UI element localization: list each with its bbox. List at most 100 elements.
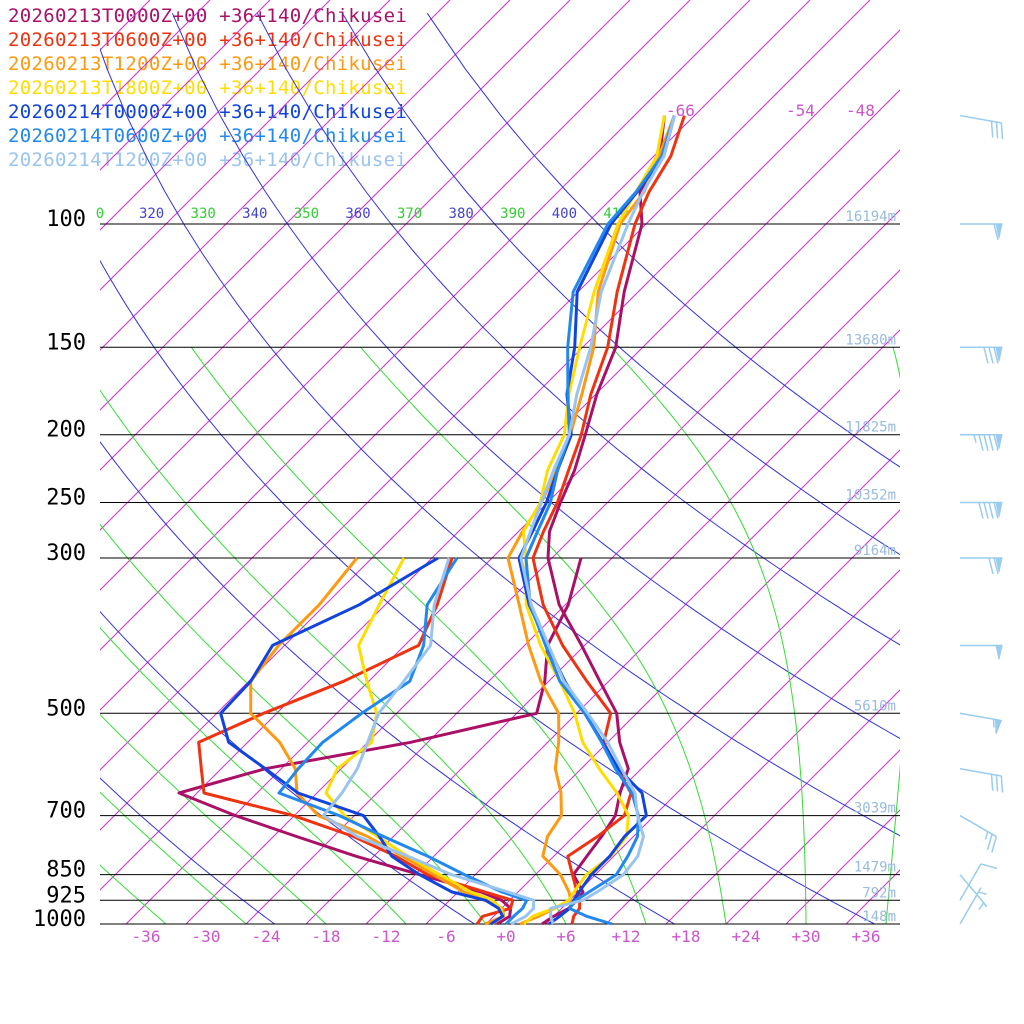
pressure-tick-label: 250 bbox=[46, 486, 86, 511]
dry-adiabat-line bbox=[100, 259, 876, 924]
wind-barb-flag bbox=[993, 557, 999, 575]
height-label: 16194m bbox=[845, 209, 896, 225]
wind-barb-flag bbox=[978, 434, 984, 451]
temperature-tick-label: -30 bbox=[192, 927, 221, 946]
temperature-tick-label: +6 bbox=[556, 927, 575, 946]
wind-barb-staff bbox=[959, 114, 1002, 124]
wind-barb-half-flag bbox=[973, 434, 977, 443]
wind-barb-pennant bbox=[995, 502, 1003, 517]
height-label: 792m bbox=[862, 885, 896, 901]
legend-entry: 20260214T0000Z+00 +36+140/Chikusei bbox=[8, 101, 408, 123]
moist-adiabat-line bbox=[100, 627, 407, 924]
pressure-tick-label: 150 bbox=[46, 330, 86, 355]
height-label: 3039m bbox=[854, 801, 896, 817]
wind-barb-flag bbox=[1000, 122, 1004, 140]
wind-barb-flag bbox=[995, 121, 999, 139]
wind-barb-staff bbox=[959, 814, 997, 838]
theta-label: 400 bbox=[552, 206, 577, 222]
isotherm-line bbox=[245, 269, 900, 924]
wind-barb bbox=[959, 712, 1003, 734]
theta-label: 330 bbox=[191, 206, 216, 222]
theta-label: 350 bbox=[294, 206, 319, 222]
dry-adiabat-line bbox=[256, 13, 900, 646]
isotherm-line bbox=[100, 0, 511, 411]
legend-entry: 20260214T1200Z+00 +36+140/Chikusei bbox=[8, 149, 408, 171]
moist-adiabat-line bbox=[100, 713, 327, 924]
wind-barb-half-flag bbox=[984, 831, 989, 840]
theta-label: 0 bbox=[96, 206, 104, 222]
height-label: 9164m bbox=[854, 543, 896, 559]
wind-barb-flag bbox=[988, 434, 994, 451]
wind-barb-flag bbox=[1000, 775, 1004, 793]
wind-barb-flag bbox=[983, 347, 989, 364]
pressure-tick-label: 850 bbox=[46, 858, 86, 883]
wind-barb-staff bbox=[959, 863, 982, 901]
pressure-tick-label: 500 bbox=[46, 696, 86, 721]
wind-barb bbox=[960, 433, 1003, 451]
wind-barb bbox=[959, 114, 1004, 140]
isotherm-line bbox=[100, 0, 271, 171]
wind-barb-flag bbox=[990, 121, 994, 138]
temperature-tick-label: +30 bbox=[792, 927, 821, 946]
temperature-tick-label: -12 bbox=[372, 927, 401, 946]
pressure-tick-label: 100 bbox=[46, 207, 86, 232]
moist-adiabat-line bbox=[190, 347, 647, 924]
moist-adiabat-line bbox=[100, 791, 247, 924]
wind-barb-staff bbox=[959, 712, 1002, 722]
dewpoint-profile-line bbox=[321, 557, 536, 926]
isotherm-line bbox=[125, 149, 900, 924]
wind-barb-flag bbox=[988, 347, 994, 364]
temperature-profile-line bbox=[524, 115, 676, 926]
temperature-profile-line bbox=[506, 115, 676, 926]
wind-barb-flag bbox=[978, 502, 984, 519]
pressure-tick-label: 300 bbox=[46, 541, 86, 566]
height-label: 148m bbox=[862, 909, 896, 925]
theta-label: 390 bbox=[500, 206, 525, 222]
wind-barb-flag bbox=[993, 347, 999, 364]
theta-label: 380 bbox=[449, 206, 474, 222]
height-label: 13680m bbox=[845, 332, 896, 348]
pressure-tick-label: 700 bbox=[46, 799, 86, 824]
pressure-tick-label: 200 bbox=[46, 418, 86, 443]
wind-barb-flag bbox=[991, 836, 998, 853]
isotherm-line bbox=[100, 0, 871, 771]
wind-barb-flag bbox=[995, 775, 999, 792]
pressure-tick-label: 925 bbox=[46, 883, 86, 908]
wind-barb-pennant bbox=[995, 557, 1003, 573]
isotherm-line bbox=[785, 809, 900, 924]
height-label: 11825m bbox=[845, 420, 896, 436]
temperature-profile-line bbox=[531, 115, 686, 925]
dewpoint-profile-line bbox=[324, 557, 505, 926]
isotherm-line bbox=[725, 749, 900, 924]
dry-adiabat-line bbox=[100, 440, 676, 924]
wind-barb-pennant bbox=[995, 223, 1003, 239]
wind-barb-half-flag bbox=[978, 902, 985, 911]
wind-barb bbox=[960, 223, 1003, 241]
legend-entry: 20260213T0000Z+00 +36+140/Chikusei bbox=[8, 5, 408, 27]
isotherm-line bbox=[100, 0, 571, 471]
isotherm-line bbox=[485, 509, 900, 924]
wind-barb-flag bbox=[983, 434, 989, 451]
wind-barb-staff bbox=[959, 874, 988, 908]
moist-adiabat-line bbox=[360, 346, 727, 924]
wind-barb bbox=[959, 863, 998, 901]
temperature-profile-line bbox=[541, 115, 666, 926]
isotherm-line bbox=[100, 0, 331, 231]
moist-adiabat-line bbox=[100, 389, 567, 924]
isotherm-line bbox=[100, 0, 211, 111]
legend-entry: 20260213T0600Z+00 +36+140/Chikusei bbox=[8, 29, 408, 51]
temperature-profile-line bbox=[522, 115, 666, 926]
dry-adiabat-line bbox=[341, 13, 900, 556]
isotherm-label: -66 bbox=[666, 101, 695, 120]
isotherm-line bbox=[100, 89, 900, 891]
moist-adiabat-line bbox=[885, 347, 900, 924]
wind-barb-flag bbox=[990, 774, 994, 791]
wind-barb-staff bbox=[959, 887, 982, 925]
temperature-tick-label: -6 bbox=[436, 927, 455, 946]
theta-label: 370 bbox=[397, 206, 422, 222]
isotherm-line bbox=[365, 389, 900, 924]
isotherm-label: -54 bbox=[786, 101, 815, 120]
dry-adiabat-line bbox=[100, 47, 900, 837]
